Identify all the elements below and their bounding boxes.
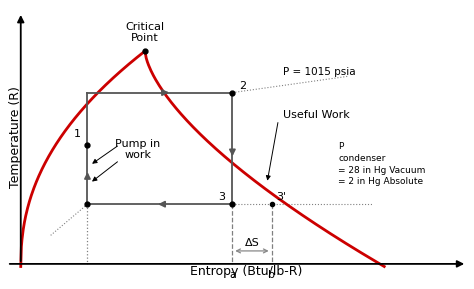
Text: Useful Work: Useful Work [283,110,350,120]
Text: Pump in
work: Pump in work [116,139,161,160]
Text: Entropy (Btu/lb-R): Entropy (Btu/lb-R) [190,265,302,278]
Text: P
condenser
= 28 in Hg Vacuum
= 2 in Hg Absolute: P condenser = 28 in Hg Vacuum = 2 in Hg … [338,142,426,186]
Text: 3': 3' [276,192,286,202]
Text: 2: 2 [239,81,246,91]
Text: 3: 3 [219,192,226,202]
Text: Temperature (R): Temperature (R) [9,86,22,188]
Text: ΔS: ΔS [245,238,259,248]
Text: 1: 1 [73,129,81,139]
Text: a: a [229,271,236,280]
Text: b: b [268,271,275,280]
Text: P = 1015 psia: P = 1015 psia [283,67,356,77]
Text: Critical
Point: Critical Point [126,22,164,43]
